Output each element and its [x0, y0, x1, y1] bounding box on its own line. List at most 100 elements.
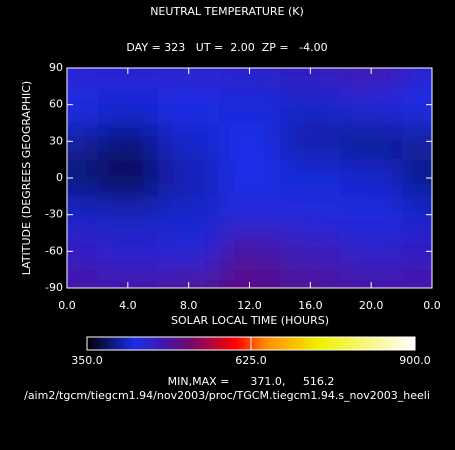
colorbar-swatch	[171, 337, 174, 350]
colorbar-swatch	[249, 337, 252, 350]
colorbar-swatch	[311, 337, 314, 350]
colorbar-swatch	[179, 337, 182, 350]
colorbar-swatch	[245, 337, 248, 350]
colorbar-swatch	[191, 337, 194, 350]
colorbar-swatch	[295, 337, 298, 350]
colorbar-swatch	[257, 337, 260, 350]
colorbar-swatch	[403, 337, 406, 350]
colorbar-swatch	[331, 337, 334, 350]
colorbar-swatch	[229, 337, 232, 350]
colorbar-swatch	[217, 337, 220, 350]
colorbar-swatch	[273, 337, 276, 350]
colorbar-swatch	[127, 337, 130, 350]
colorbar-swatch	[125, 337, 128, 350]
colorbar-swatch	[321, 337, 324, 350]
colorbar-swatch	[121, 337, 124, 350]
colorbar-swatch	[323, 337, 326, 350]
heat-cell	[158, 123, 220, 161]
chart-subtitle: DAY = 323 UT = 2.00 ZP = -4.00	[126, 41, 327, 54]
colorbar-swatch	[87, 337, 90, 350]
colorbar-swatch	[221, 337, 224, 350]
colorbar-swatch	[337, 337, 340, 350]
colorbar-swatch	[201, 337, 204, 350]
colorbar-swatch	[277, 337, 280, 350]
colorbar-swatch	[251, 337, 254, 350]
y-tick-label: 0	[56, 171, 63, 184]
colorbar-swatch	[113, 337, 116, 350]
heat-cell	[279, 123, 342, 161]
colorbar-swatch	[91, 337, 94, 350]
colorbar-swatch	[313, 337, 316, 350]
heat-cell	[279, 86, 342, 124]
colorbar-swatch	[143, 337, 146, 350]
x-tick-label: 20.0	[359, 299, 384, 312]
heat-cell	[401, 269, 432, 288]
heat-cell	[279, 233, 342, 271]
colorbar-swatch	[239, 337, 242, 350]
heat-cell	[340, 196, 403, 234]
heat-cell	[97, 196, 159, 234]
colorbar-swatch	[107, 337, 110, 350]
colorbar-swatch	[247, 337, 250, 350]
colorbar-swatch	[189, 337, 192, 350]
colorbar-swatch	[123, 337, 126, 350]
heat-cell	[67, 68, 98, 87]
colorbar-swatch	[359, 337, 362, 350]
y-tick-label: -60	[45, 244, 63, 257]
heat-cell	[279, 269, 342, 288]
colorbar-swatch	[265, 337, 268, 350]
colorbar-swatch	[353, 337, 356, 350]
colorbar-swatch	[401, 337, 404, 350]
heat-cell	[340, 123, 403, 161]
colorbar-swatch	[135, 337, 138, 350]
heat-cell	[158, 159, 220, 197]
colorbar-swatch	[237, 337, 240, 350]
colorbar-tick-label: 350.0	[71, 354, 103, 367]
colorbar-swatch	[103, 337, 106, 350]
heat-cell	[67, 269, 98, 288]
colorbar-swatch	[407, 337, 410, 350]
colorbar-swatch	[327, 337, 330, 350]
colorbar-swatch	[373, 337, 376, 350]
heat-cell	[340, 68, 403, 87]
x-tick-label: 0.0	[423, 299, 441, 312]
heat-cell	[97, 68, 159, 87]
colorbar-swatch	[367, 337, 370, 350]
colorbar-swatch	[363, 337, 366, 350]
colorbar-swatch	[325, 337, 328, 350]
colorbar-swatch	[341, 337, 344, 350]
colorbar-swatch	[389, 337, 392, 350]
colorbar-swatch	[411, 337, 414, 350]
heat-cell	[158, 196, 220, 234]
heat-cell	[340, 86, 403, 124]
colorbar-swatch	[299, 337, 302, 350]
colorbar-swatch	[355, 337, 358, 350]
colorbar-swatch	[145, 337, 148, 350]
y-tick-label: -30	[45, 208, 63, 221]
heat-cell	[158, 86, 220, 124]
colorbar-swatch	[211, 337, 214, 350]
colorbar-swatch	[117, 337, 120, 350]
colorbar-swatch	[205, 337, 208, 350]
colorbar-swatch	[119, 337, 122, 350]
file-path: /aim2/tgcm/tiegcm1.94/nov2003/proc/TGCM.…	[24, 389, 430, 402]
heat-cell	[219, 68, 281, 87]
heat-cell	[219, 233, 281, 271]
heat-cell	[97, 233, 159, 271]
x-tick-label: 12.0	[237, 299, 262, 312]
heat-cell	[158, 269, 220, 288]
colorbar-swatch	[345, 337, 348, 350]
colorbar-swatch	[305, 337, 308, 350]
colorbar-swatch	[139, 337, 142, 350]
colorbar-swatch	[397, 337, 400, 350]
colorbar-swatch	[377, 337, 380, 350]
colorbar-swatch	[315, 337, 318, 350]
heat-cell	[97, 159, 159, 197]
colorbar-swatch	[215, 337, 218, 350]
colorbar-swatch	[101, 337, 104, 350]
colorbar-swatch	[267, 337, 270, 350]
heat-cell	[279, 196, 342, 234]
colorbar-swatch	[175, 337, 178, 350]
heat-cell	[401, 68, 432, 87]
colorbar-swatch	[301, 337, 304, 350]
